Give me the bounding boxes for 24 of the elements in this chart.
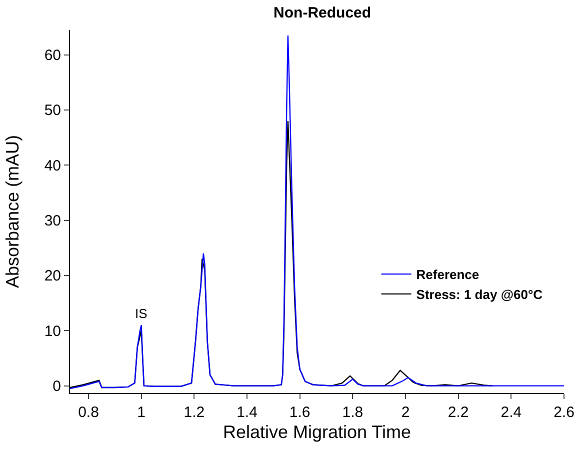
y-tick-label: 30 (44, 212, 61, 230)
x-tick-label: 1.4 (236, 404, 258, 421)
x-tick-label: 2 (401, 404, 410, 421)
x-axis-title: Relative Migration Time (222, 422, 412, 442)
line-series (70, 34, 564, 390)
y-tick-label: 40 (44, 157, 61, 174)
x-tick-label: 0.8 (78, 404, 99, 421)
chart-title: Non-Reduced (274, 4, 372, 22)
legend-label: Reference (416, 267, 480, 282)
y-tick-label: 10 (44, 322, 61, 340)
x-tick-label: 1.2 (184, 404, 205, 421)
y-tick-label: 60 (44, 47, 61, 64)
y-axis-title: Absorbance (mAU) (2, 134, 23, 288)
x-tick-label: 1.8 (342, 404, 364, 421)
y-tick-label: 50 (44, 102, 61, 120)
x-tick-label: 2.2 (448, 404, 469, 421)
y-tick-label: 20 (44, 268, 61, 285)
x-tick-label: 1 (137, 404, 146, 421)
x-tick-label: 2.6 (554, 404, 574, 421)
y-tick-label: 0 (52, 378, 61, 396)
legend-label: Stress: 1 day @60°C (416, 287, 544, 302)
annotation: IS (135, 306, 148, 321)
x-tick-label: 1.6 (289, 404, 310, 421)
x-tick-label: 2.4 (500, 404, 522, 421)
